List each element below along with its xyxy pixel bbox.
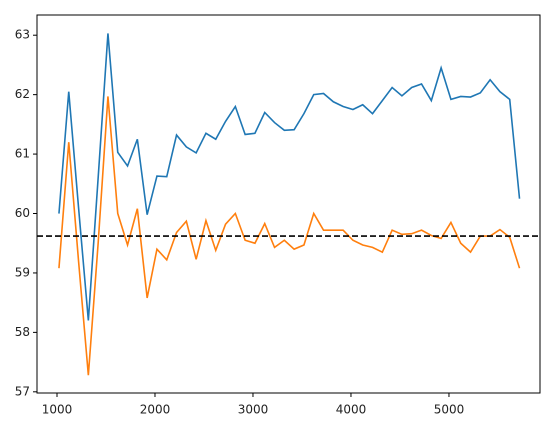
y-tick-label: 57 xyxy=(15,384,30,398)
y-tick-label: 63 xyxy=(15,28,30,42)
x-tick-label: 1000 xyxy=(42,403,73,417)
x-tick-label: 2000 xyxy=(140,403,171,417)
y-tick-label: 60 xyxy=(15,206,30,220)
series-line xyxy=(58,33,521,321)
y-tick-label: 61 xyxy=(15,147,30,161)
y-tick-label: 58 xyxy=(15,325,30,339)
x-tick-label: 3000 xyxy=(238,403,269,417)
x-tick-label: 4000 xyxy=(336,403,367,417)
y-tick-label: 59 xyxy=(15,265,30,279)
plot-frame xyxy=(36,14,541,394)
x-tick-label: 5000 xyxy=(434,403,465,417)
y-tick-label: 62 xyxy=(15,87,30,101)
